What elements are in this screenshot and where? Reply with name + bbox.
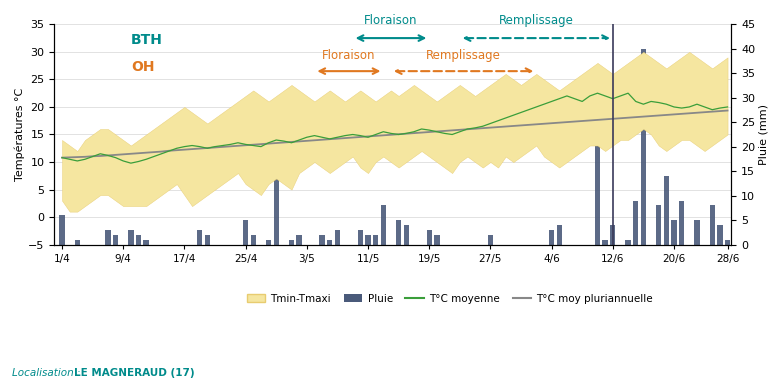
Text: BTH: BTH [131,32,163,47]
Bar [595,137,601,245]
Bar [488,235,493,245]
Bar [664,176,669,245]
Bar [335,230,340,245]
Bar [435,235,439,245]
Bar [113,235,118,245]
Bar [297,235,301,245]
Bar [143,240,149,245]
Bar [626,240,631,245]
Y-axis label: Pluie (mm): Pluie (mm) [758,104,768,165]
Bar [679,201,684,245]
Bar [135,235,141,245]
Text: LE MAGNERAUD (17): LE MAGNERAUD (17) [74,368,195,378]
Bar [60,215,65,245]
Bar [656,206,662,245]
Bar [105,230,110,245]
Bar [373,235,378,245]
Bar [381,206,386,245]
Text: Localisation :: Localisation : [12,368,84,378]
Bar [709,206,715,245]
Bar [717,225,723,245]
Bar [128,230,134,245]
Bar [266,240,271,245]
Bar [273,176,279,245]
Text: Remplissage: Remplissage [426,49,501,62]
Bar [671,220,677,245]
Bar [610,225,615,245]
Bar [557,225,562,245]
Bar [204,235,210,245]
Bar [602,240,608,245]
Bar [549,230,554,245]
Bar [366,235,370,245]
Bar [427,230,432,245]
Bar [695,220,700,245]
Bar [251,235,256,245]
Bar [640,49,646,245]
Legend: Tmin-Tmaxi, Pluie, T°C moyenne, T°C moy pluriannuelle: Tmin-Tmaxi, Pluie, T°C moyenne, T°C moy … [243,290,657,308]
Bar [319,235,325,245]
Bar [327,240,333,245]
Text: Remplissage: Remplissage [499,14,574,27]
Text: Floraison: Floraison [364,14,417,27]
Text: Floraison: Floraison [322,49,376,62]
Bar [243,220,248,245]
Bar [197,230,202,245]
Bar [74,240,80,245]
Bar [633,201,638,245]
Bar [725,240,731,245]
Bar [396,220,402,245]
Bar [403,225,409,245]
Bar [289,240,294,245]
Bar [358,230,363,245]
Y-axis label: Températures °C: Températures °C [15,88,26,181]
Text: OH: OH [131,60,154,74]
